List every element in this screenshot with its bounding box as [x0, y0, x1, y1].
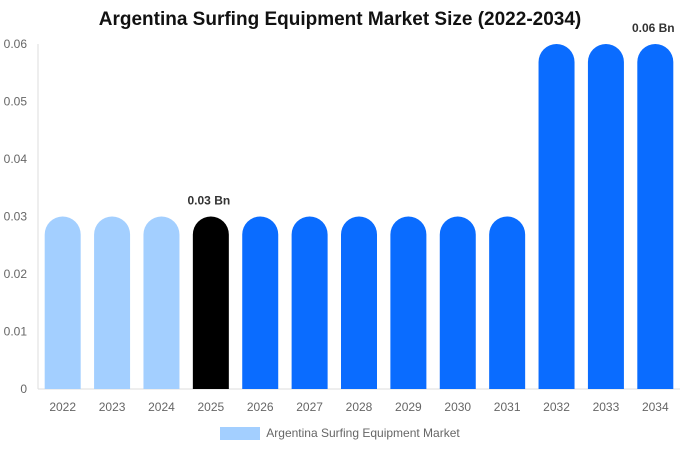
x-tick-label-2026: 2026: [247, 400, 274, 414]
chart-title: Argentina Surfing Equipment Market Size …: [98, 9, 582, 30]
bar-2024[interactable]: [143, 216, 180, 390]
y-tick-label: 0.06: [4, 37, 28, 51]
bar-2023[interactable]: [94, 216, 131, 390]
legend[interactable]: Argentina Surfing Equipment Market: [0, 426, 680, 440]
x-tick-label-2033: 2033: [593, 400, 620, 414]
x-tick-label-2025: 2025: [197, 400, 224, 414]
x-tick-label-2024: 2024: [148, 400, 175, 414]
bar-2027[interactable]: [291, 216, 328, 390]
data-label-2025: 0.03 Bn: [188, 194, 231, 208]
y-tick-label: 0: [20, 382, 27, 396]
bar-2032[interactable]: [538, 44, 575, 389]
bar-2022[interactable]: [44, 216, 81, 390]
bar-2029[interactable]: [390, 216, 427, 390]
legend-swatch: [220, 426, 261, 440]
x-tick-label-2022: 2022: [49, 400, 76, 414]
bar-2034[interactable]: [637, 44, 674, 389]
y-tick-label: 0.01: [4, 325, 28, 339]
x-tick-label-2028: 2028: [346, 400, 373, 414]
bars: [44, 44, 674, 390]
y-tick-label: 0.03: [4, 210, 28, 224]
bar-2033[interactable]: [587, 44, 624, 389]
bar-2031[interactable]: [489, 216, 526, 389]
bar-2028[interactable]: [341, 216, 377, 390]
x-tick-label-2029: 2029: [395, 400, 422, 414]
y-tick-label: 0.04: [4, 152, 28, 166]
x-tick-label-2030: 2030: [444, 400, 471, 414]
data-label-2034: 0.06 Bn: [632, 21, 675, 35]
x-tick-label-2023: 2023: [99, 400, 126, 414]
bar-2030[interactable]: [439, 216, 476, 390]
x-tick-label-2027: 2027: [296, 400, 323, 414]
bar-2025[interactable]: [192, 216, 229, 390]
x-tick-label-2031: 2031: [494, 400, 521, 414]
bar-2026[interactable]: [242, 216, 279, 390]
legend-label: Argentina Surfing Equipment Market: [266, 426, 460, 440]
labels: 2022 2023 2024 2025 2026 2027 2028 2029 2030 2031…: [49, 21, 674, 414]
x-tick-label-2034: 2034: [642, 400, 669, 414]
y-tick-label: 0.05: [4, 95, 28, 109]
x-tick-label-2032: 2032: [543, 400, 570, 414]
y-tick-label: 0.02: [4, 267, 28, 281]
